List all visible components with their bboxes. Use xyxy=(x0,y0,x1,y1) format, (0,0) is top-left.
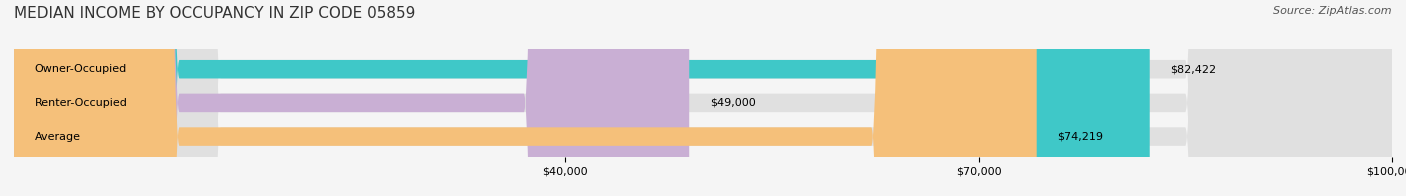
Text: $49,000: $49,000 xyxy=(710,98,755,108)
Text: MEDIAN INCOME BY OCCUPANCY IN ZIP CODE 05859: MEDIAN INCOME BY OCCUPANCY IN ZIP CODE 0… xyxy=(14,6,415,21)
Text: Source: ZipAtlas.com: Source: ZipAtlas.com xyxy=(1274,6,1392,16)
Text: $82,422: $82,422 xyxy=(1170,64,1216,74)
FancyBboxPatch shape xyxy=(14,0,689,196)
Text: $74,219: $74,219 xyxy=(1057,132,1104,142)
FancyBboxPatch shape xyxy=(14,0,1392,196)
Text: Owner-Occupied: Owner-Occupied xyxy=(35,64,127,74)
FancyBboxPatch shape xyxy=(14,0,1392,196)
Text: Renter-Occupied: Renter-Occupied xyxy=(35,98,128,108)
FancyBboxPatch shape xyxy=(14,0,1392,196)
FancyBboxPatch shape xyxy=(14,0,1036,196)
FancyBboxPatch shape xyxy=(14,0,1150,196)
Text: Average: Average xyxy=(35,132,80,142)
